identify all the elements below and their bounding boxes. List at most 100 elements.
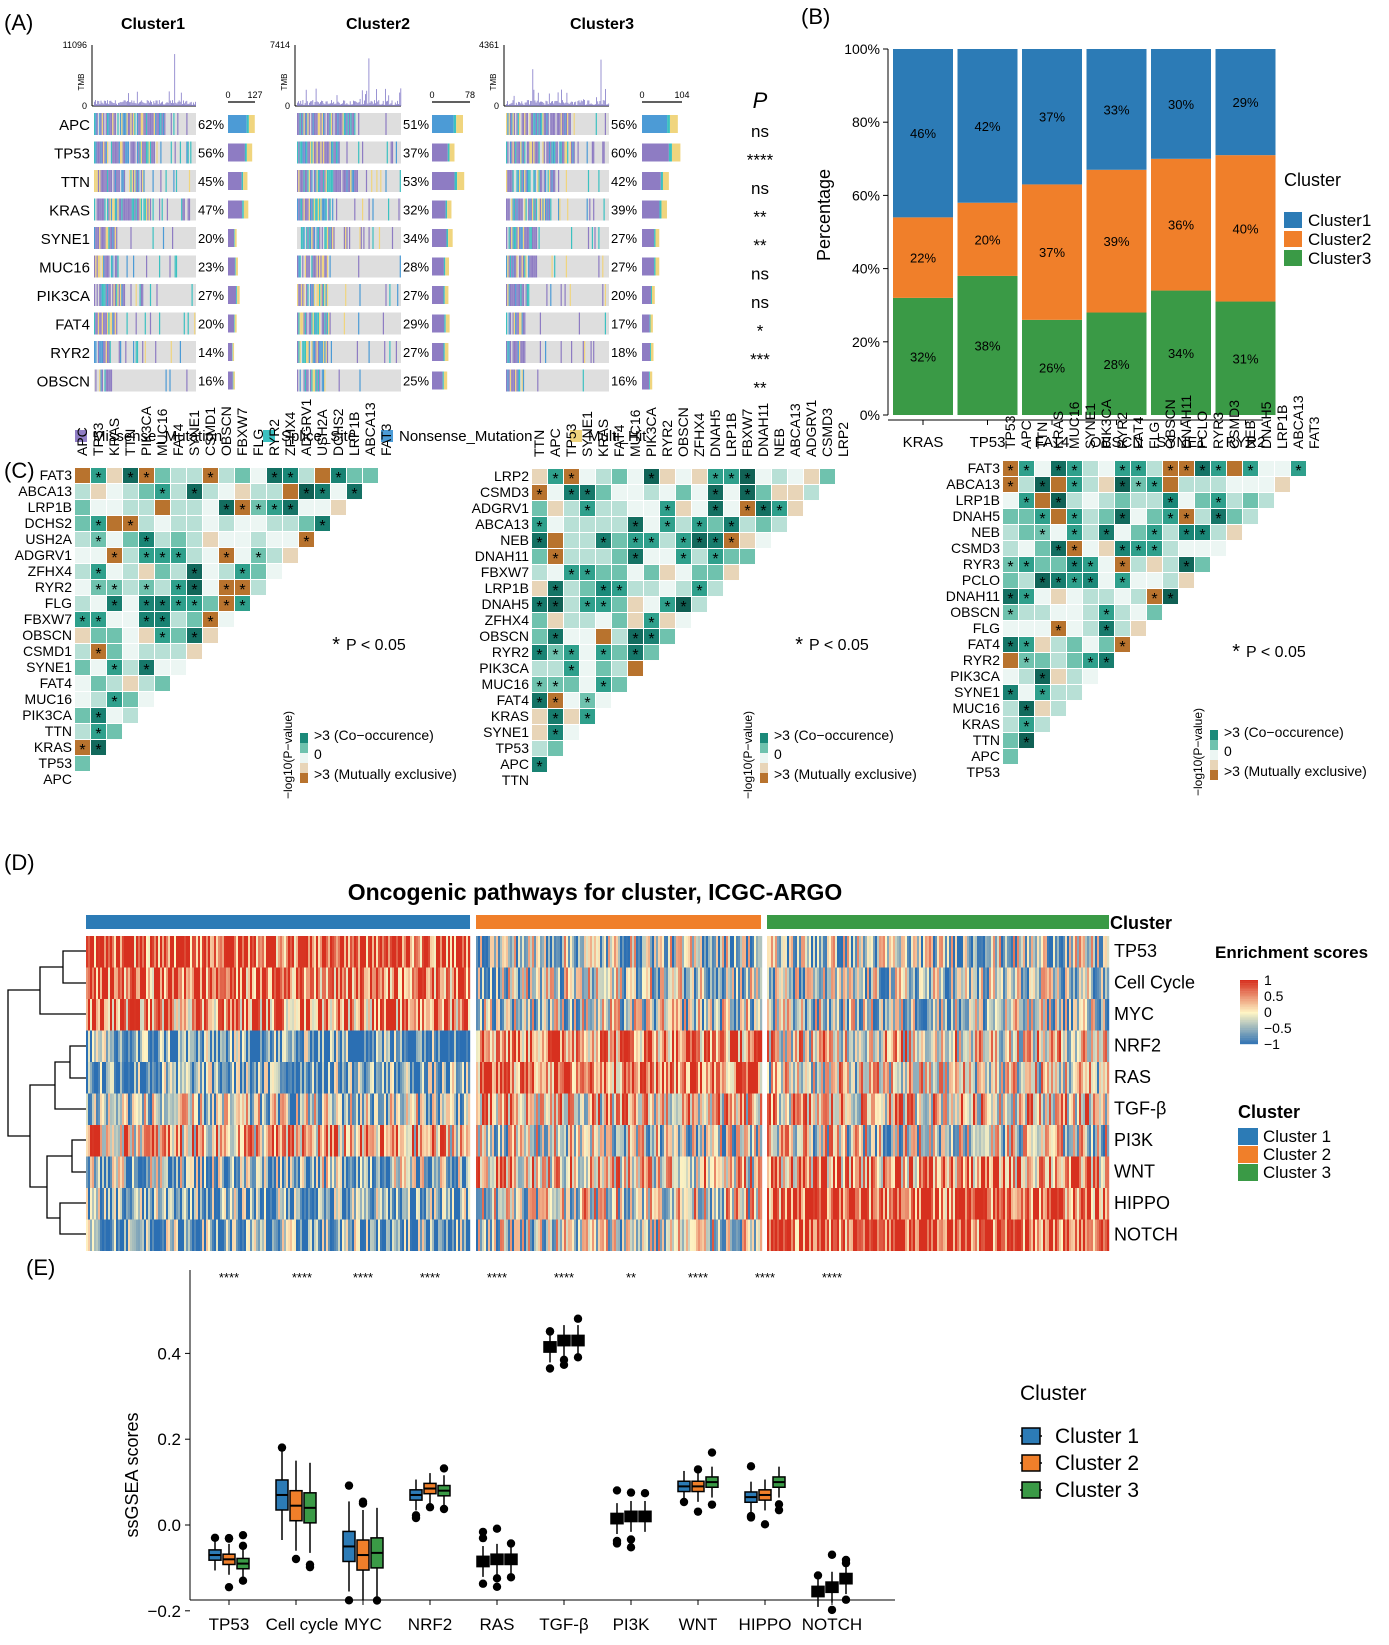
heatmap-cell <box>1003 936 1006 968</box>
heatmap-cell <box>428 936 431 968</box>
mutation-mark <box>516 141 518 164</box>
mutation-mark <box>306 284 308 306</box>
heatmap-cell <box>692 1062 695 1094</box>
heatmap-cell <box>1089 999 1092 1031</box>
heatmap-cell <box>626 1030 629 1062</box>
heatmap-cell <box>536 967 539 999</box>
mutation-mark <box>143 170 145 192</box>
mutation-mark <box>521 113 523 135</box>
mutation-mark <box>559 141 561 164</box>
heatmap-cell <box>827 1062 830 1094</box>
heatmap-cell <box>1067 1062 1070 1094</box>
mutation-mark <box>130 227 132 249</box>
heatmap-cell <box>254 1062 257 1094</box>
heatmap-cell <box>698 936 701 968</box>
mutation-mark <box>526 113 528 135</box>
mutation-mark <box>521 369 523 392</box>
heatmap-cell <box>1023 1062 1026 1094</box>
mutation-mark <box>116 255 118 278</box>
tmb-axis-label: TMB <box>77 74 86 91</box>
heatmap-cell <box>1073 1030 1076 1062</box>
significance-star: * <box>159 614 165 631</box>
matrix-cell <box>1035 573 1050 588</box>
matrix-cell <box>139 628 154 643</box>
heatmap-cell <box>198 1030 201 1062</box>
heatmap-cell <box>767 1062 770 1094</box>
heatmap-cell <box>372 1062 375 1094</box>
mutation-mark <box>311 341 313 363</box>
tmb-bar <box>577 101 579 106</box>
heatmap-cell <box>642 999 645 1031</box>
heatmap-cell <box>544 999 547 1031</box>
mutation-mark <box>346 227 348 249</box>
mutation-mark <box>563 141 565 164</box>
matrix-cell <box>596 661 611 676</box>
mutation-mark <box>529 227 531 249</box>
heatmap-cell <box>262 967 265 999</box>
mutation-mark <box>565 255 567 278</box>
matrix-row-label: DCHS2 <box>25 515 73 531</box>
heatmap-cell <box>226 936 229 968</box>
heatmap-cell <box>382 1062 385 1094</box>
mutation-mark <box>513 369 515 392</box>
significance-star: * <box>728 535 734 552</box>
mutation-mark <box>116 227 118 249</box>
heatmap-cell <box>791 999 794 1031</box>
heatmap-cell <box>702 1062 705 1094</box>
mutation-mark <box>336 170 338 192</box>
heatmap-cell <box>280 1030 283 1062</box>
heatmap-cell <box>769 1062 772 1094</box>
mutation-mark <box>528 284 530 306</box>
matrix-cell <box>1195 525 1210 540</box>
matrix-cell <box>203 612 218 627</box>
heatmap-cell <box>927 999 930 1031</box>
heatmap-cell <box>847 967 850 999</box>
mutation-mark <box>310 227 312 249</box>
mutation-mark <box>339 170 342 192</box>
matrix-row-label: FAT4 <box>968 636 1001 652</box>
heatmap-cell <box>482 936 485 968</box>
heatmap-cell <box>957 1030 960 1062</box>
mutation-mark <box>359 227 361 249</box>
heatmap-cell <box>198 1062 201 1094</box>
mutation-mark <box>100 170 102 192</box>
matrix-cell <box>1019 509 1034 524</box>
mutation-mark <box>306 341 308 363</box>
legend-gradient-step <box>760 743 768 753</box>
significance-star: * <box>1215 495 1221 512</box>
p-value: ns <box>751 293 769 312</box>
heatmap-cell <box>1095 1062 1098 1094</box>
mutation-mark <box>321 255 323 278</box>
significance-star: * <box>552 711 558 728</box>
heatmap-cell <box>797 936 800 968</box>
heatmap-cell <box>656 967 659 999</box>
heatmap-cell <box>230 967 233 999</box>
mutation-mark <box>548 141 551 164</box>
matrix-cell <box>75 708 90 723</box>
heatmap-cell <box>712 999 715 1031</box>
matrix-cell <box>155 580 170 595</box>
heatmap-cell <box>502 967 505 999</box>
heatmap-cell <box>746 999 749 1031</box>
heatmap-cell <box>1015 936 1018 968</box>
heatmap-cell <box>452 999 455 1031</box>
heatmap-cell <box>937 1062 940 1094</box>
mutation-mark <box>108 170 110 192</box>
panel-label-d: (D) <box>4 850 35 875</box>
heatmap-cell <box>498 999 501 1031</box>
heatmap-cell <box>252 936 255 968</box>
heatmap-cell <box>336 1030 339 1062</box>
matrix-cell <box>171 532 186 547</box>
tmb-bar <box>569 102 571 106</box>
matrix-cell <box>532 725 547 740</box>
heatmap-cell <box>144 967 147 999</box>
legend-label: Splice_Site <box>281 428 356 445</box>
heatmap-cell <box>522 999 525 1031</box>
mutation-mark <box>307 198 309 221</box>
mutation-mark <box>126 255 128 278</box>
heatmap-cell <box>430 967 433 999</box>
heatmap-cell <box>456 1062 459 1094</box>
bar-segment <box>1086 49 1147 170</box>
significance-star: * <box>696 583 702 600</box>
heatmap-cell <box>1105 1062 1108 1094</box>
